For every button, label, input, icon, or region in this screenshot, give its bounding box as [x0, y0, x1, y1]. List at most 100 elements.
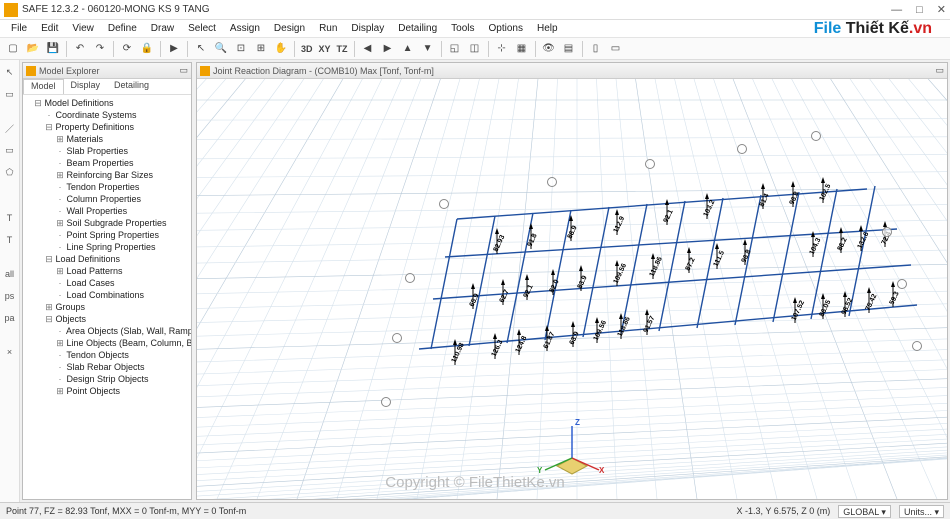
app-icon: [4, 3, 18, 17]
viewport-header[interactable]: Joint Reaction Diagram - (COMB10) Max [T…: [197, 63, 947, 79]
tree-node[interactable]: ⊞ Soil Subgrade Properties: [56, 217, 191, 229]
gridline-bubble: [392, 333, 402, 343]
minimize-button[interactable]: —: [891, 4, 902, 16]
tree-node[interactable]: · Beam Properties: [56, 157, 191, 169]
tree-node[interactable]: · Point Spring Properties: [56, 229, 191, 241]
tree-node[interactable]: · Load Combinations: [56, 289, 191, 301]
menu-detailing[interactable]: Detailing: [391, 23, 444, 34]
lefttb-poly[interactable]: ⬠: [2, 164, 18, 180]
toolbar-open[interactable]: 📂: [24, 40, 42, 58]
tree-node[interactable]: · Wall Properties: [56, 205, 191, 217]
tree-node[interactable]: ⊟ Load Definitions: [45, 253, 191, 265]
explorer-header[interactable]: Model Explorer ▭: [23, 63, 191, 79]
toolbar-show[interactable]: 👁: [540, 40, 558, 58]
explorer-tab-detailing[interactable]: Detailing: [107, 79, 156, 94]
tree-node[interactable]: ⊞ Groups: [45, 301, 191, 313]
lefttb-txt2[interactable]: T: [2, 232, 18, 248]
close-button[interactable]: ✕: [937, 3, 946, 16]
toolbar-snap[interactable]: ⊹: [493, 40, 511, 58]
menu-draw[interactable]: Draw: [144, 23, 181, 34]
toolbar-zoom-ext[interactable]: ⊡: [232, 40, 250, 58]
tree-node[interactable]: · Tendon Properties: [56, 181, 191, 193]
toolbar-tz[interactable]: TZ: [335, 40, 350, 58]
toolbar-zoom[interactable]: 🔍: [212, 40, 230, 58]
menu-view[interactable]: View: [65, 23, 101, 34]
tree-node[interactable]: · Slab Rebar Objects: [56, 361, 191, 373]
tree-node[interactable]: · Load Cases: [56, 277, 191, 289]
tree-root[interactable]: ⊟ Model Definitions: [34, 97, 191, 109]
toolbar-save[interactable]: 💾: [44, 40, 62, 58]
lefttb-clr[interactable]: ×: [2, 344, 18, 360]
units-dropdown[interactable]: Units... ▾: [899, 505, 944, 518]
lefttb-txt[interactable]: T: [2, 210, 18, 226]
explorer-close-icon[interactable]: ▭: [179, 65, 188, 76]
model-tree[interactable]: ⊟ Model Definitions· Coordinate Systems⊟…: [23, 95, 191, 499]
toolbar-lock[interactable]: 🔒: [138, 40, 156, 58]
toolbar-rot-r[interactable]: ▶: [379, 40, 397, 58]
toolbar-rubber[interactable]: ▦: [513, 40, 531, 58]
toolbar-xy[interactable]: XY: [317, 40, 333, 58]
coord-system-dropdown[interactable]: GLOBAL ▾: [838, 505, 891, 518]
menu-assign[interactable]: Assign: [223, 23, 267, 34]
menu-help[interactable]: Help: [530, 23, 565, 34]
tree-node[interactable]: · Line Spring Properties: [56, 241, 191, 253]
tree-node[interactable]: · Slab Properties: [56, 145, 191, 157]
menu-tools[interactable]: Tools: [444, 23, 481, 34]
toolbar-pan[interactable]: ✋: [272, 40, 290, 58]
menu-define[interactable]: Define: [101, 23, 144, 34]
toolbar-zoom-win[interactable]: ⊞: [252, 40, 270, 58]
lefttb-sel2[interactable]: ▭: [2, 86, 18, 102]
tree-node[interactable]: ⊞ Load Patterns: [56, 265, 191, 277]
axis-y-label: Y: [537, 466, 542, 475]
toolbar-persp[interactable]: ◫: [466, 40, 484, 58]
explorer-tab-display[interactable]: Display: [64, 79, 108, 94]
menu-display[interactable]: Display: [344, 23, 391, 34]
toolbar-rot-u[interactable]: ▲: [399, 40, 417, 58]
toolbar-new[interactable]: ▢: [4, 40, 22, 58]
viewport-close-icon[interactable]: ▭: [935, 65, 944, 76]
tree-node[interactable]: · Tendon Objects: [56, 349, 191, 361]
toolbar-redo[interactable]: ↷: [91, 40, 109, 58]
toolbar-rot-l[interactable]: ◀: [359, 40, 377, 58]
axis-x-label: X: [599, 466, 604, 475]
explorer-title: Model Explorer: [39, 66, 179, 76]
toolbar-mesh[interactable]: ▤: [560, 40, 578, 58]
lefttb-ps[interactable]: ps: [2, 288, 18, 304]
lefttb-line[interactable]: ／: [2, 120, 18, 136]
lefttb-pa[interactable]: pa: [2, 310, 18, 326]
toolbar-ptr[interactable]: ↖: [192, 40, 210, 58]
toolbar-win1[interactable]: ▯: [587, 40, 605, 58]
tree-node[interactable]: · Column Properties: [56, 193, 191, 205]
toolbar-rot-d[interactable]: ▼: [419, 40, 437, 58]
toolbar-undo[interactable]: ↶: [71, 40, 89, 58]
toolbar-win2[interactable]: ▭: [607, 40, 625, 58]
menu-select[interactable]: Select: [181, 23, 223, 34]
viewport-canvas[interactable]: 82.9391.888.9112.992.1103.281.496.8102.5…: [197, 79, 947, 499]
explorer-tab-model[interactable]: Model: [23, 79, 64, 94]
tree-node[interactable]: ⊟ Property Definitions: [45, 121, 191, 133]
maximize-button[interactable]: □: [916, 4, 923, 16]
axis-z-label: Z: [575, 418, 580, 427]
menu-edit[interactable]: Edit: [34, 23, 65, 34]
status-info: Point 77, FZ = 82.93 Tonf, MXX = 0 Tonf-…: [6, 506, 737, 516]
lefttb-all[interactable]: all: [2, 266, 18, 282]
tree-node[interactable]: · Area Objects (Slab, Wall, Ramp, Null): [56, 325, 191, 337]
tree-node[interactable]: · Design Strip Objects: [56, 373, 191, 385]
toolbar-obj[interactable]: ◱: [446, 40, 464, 58]
workspace: ↖ ▭ ／ ▭ ⬠ TTall ps pa × Model Explorer ▭ ModelDi…: [0, 60, 950, 502]
menu-file[interactable]: File: [4, 23, 34, 34]
menu-options[interactable]: Options: [482, 23, 530, 34]
tree-node[interactable]: ⊞ Point Objects: [56, 385, 191, 397]
toolbar-3d[interactable]: 3D: [299, 40, 315, 58]
toolbar-refresh[interactable]: ⟳: [118, 40, 136, 58]
menu-design[interactable]: Design: [267, 23, 312, 34]
tree-node[interactable]: ⊞ Materials: [56, 133, 191, 145]
lefttb-sel[interactable]: ↖: [2, 64, 18, 80]
tree-node[interactable]: · Coordinate Systems: [45, 109, 191, 121]
toolbar-run[interactable]: ▶: [165, 40, 183, 58]
tree-node[interactable]: ⊞ Line Objects (Beam, Column, Brace, Nul…: [56, 337, 191, 349]
tree-node[interactable]: ⊟ Objects: [45, 313, 191, 325]
lefttb-rect[interactable]: ▭: [2, 142, 18, 158]
menu-run[interactable]: Run: [312, 23, 344, 34]
tree-node[interactable]: ⊞ Reinforcing Bar Sizes: [56, 169, 191, 181]
